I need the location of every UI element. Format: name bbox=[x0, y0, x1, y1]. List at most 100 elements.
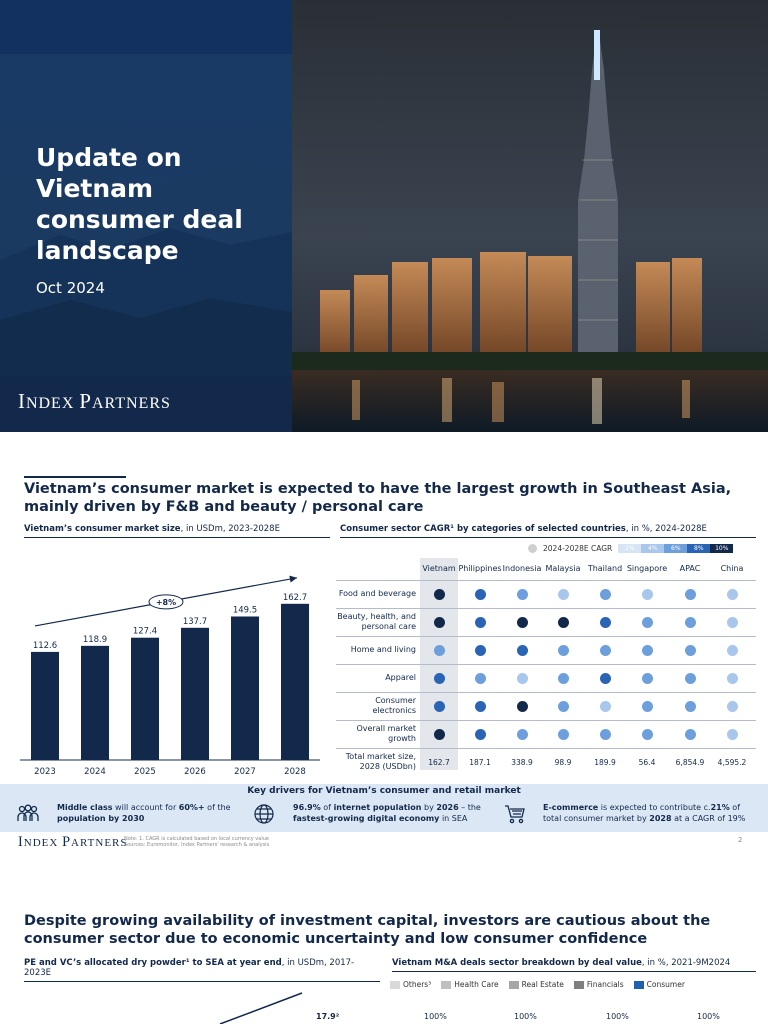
pct-label: 100% bbox=[514, 1012, 537, 1021]
cagr-badge bbox=[148, 594, 184, 610]
cagr-dot bbox=[641, 700, 653, 712]
bar bbox=[81, 645, 109, 760]
slide-title: Vietnam’s consumer market is expected to… bbox=[24, 481, 732, 515]
cagr-dot bbox=[726, 644, 738, 656]
cagr-legend: 2024-2028E CAGR 2% 4% 6% 8% 10% bbox=[528, 544, 734, 553]
cover-title-panel: Update on Vietnam consumer deal landscap… bbox=[0, 0, 292, 432]
legend-swatch bbox=[508, 980, 519, 989]
bar bbox=[131, 637, 159, 760]
driver-ecommerce: E-commerce is expected to contribute c.2… bbox=[543, 803, 746, 823]
total-value: 187.1 bbox=[469, 758, 491, 767]
cagr-dot bbox=[516, 672, 528, 684]
row-divider bbox=[336, 692, 756, 693]
cagr-dot bbox=[433, 700, 445, 712]
total-value: 189.9 bbox=[594, 758, 616, 767]
cagr-dot bbox=[599, 588, 611, 600]
title-accent-line bbox=[24, 476, 126, 478]
cagr-dot bbox=[433, 728, 445, 740]
bar-value-label: 127.4 bbox=[133, 627, 157, 637]
cagr-dot bbox=[516, 644, 528, 656]
key-drivers-title: Key drivers for Vietnam’s consumer and r… bbox=[247, 786, 521, 796]
pct-label: 100% bbox=[606, 1012, 629, 1021]
cagr-dot bbox=[726, 616, 738, 628]
dry-powder-trend-line bbox=[219, 992, 303, 1024]
company-logo: INDEX PARTNERS bbox=[18, 390, 171, 413]
cagr-dot bbox=[641, 728, 653, 740]
cagr-dot bbox=[433, 672, 445, 684]
market-size-bar-chart: 112.6 2023 118.9 2024 127.4 2025 137.7 2026 149.… bbox=[20, 575, 320, 777]
cagr-dot bbox=[516, 616, 528, 628]
cover-title: Update on Vietnam consumer deal landscap… bbox=[36, 143, 243, 265]
market-size-subtitle: Vietnam’s consumer market size, in USDm,… bbox=[24, 524, 330, 538]
sector-legend: Others³ Health Care Real Estate Financials C… bbox=[390, 980, 685, 989]
cagr-dot bbox=[474, 728, 486, 740]
country-header: APAC bbox=[679, 564, 701, 573]
category-label: Home and living bbox=[350, 645, 416, 654]
x-tick-label: 2023 bbox=[34, 767, 56, 777]
cagr-dot bbox=[684, 728, 696, 740]
row-divider bbox=[336, 608, 756, 609]
cagr-dot bbox=[516, 588, 528, 600]
shopping-cart-icon bbox=[505, 805, 525, 824]
cagr-dot bbox=[433, 616, 445, 628]
cagr-dot bbox=[557, 700, 569, 712]
x-tick-label: 2026 bbox=[184, 767, 206, 777]
cagr-dot bbox=[474, 672, 486, 684]
scale-step: 4% bbox=[641, 544, 665, 553]
cagr-dot bbox=[557, 728, 569, 740]
bar bbox=[281, 603, 309, 760]
bar bbox=[31, 651, 59, 760]
cover-top-band bbox=[0, 0, 292, 54]
globe-icon bbox=[254, 804, 274, 824]
x-tick-label: 2027 bbox=[234, 767, 256, 777]
cagr-dot bbox=[641, 644, 653, 656]
cagr-dot bbox=[599, 672, 611, 684]
scale-step: 6% bbox=[664, 544, 688, 553]
cagr-dot bbox=[557, 644, 569, 656]
investment-slide: Despite growing availability of investme… bbox=[0, 896, 768, 1024]
cagr-dot bbox=[684, 588, 696, 600]
legend-label: Others³ bbox=[403, 980, 432, 989]
cagr-dot bbox=[641, 672, 653, 684]
legend-label: Financials bbox=[586, 980, 624, 989]
cagr-subtitle: Consumer sector CAGR¹ by categories of s… bbox=[340, 524, 756, 538]
cagr-dot bbox=[599, 700, 611, 712]
dry-powder-subtitle: PE and VC’s allocated dry powder¹ to SEA… bbox=[24, 958, 380, 982]
cagr-dot bbox=[726, 728, 738, 740]
x-tick-label: 2028 bbox=[284, 767, 306, 777]
pct-label: 100% bbox=[424, 1012, 447, 1021]
bar-value-label: 137.7 bbox=[183, 617, 207, 627]
legend-label: Consumer bbox=[646, 980, 685, 989]
legend-marker bbox=[528, 544, 537, 553]
category-label: Apparel bbox=[385, 673, 416, 682]
bar-value-label: 112.6 bbox=[33, 641, 57, 651]
cagr-dot bbox=[599, 644, 611, 656]
country-header: Singapore bbox=[626, 564, 668, 573]
total-value: 4,595.2 bbox=[717, 758, 747, 767]
country-header: Thailand bbox=[587, 564, 623, 573]
row-divider bbox=[336, 580, 756, 581]
category-label: Beauty, health, and personal care bbox=[337, 612, 416, 631]
cagr-dot bbox=[516, 700, 528, 712]
scale-step: 8% bbox=[687, 544, 711, 553]
cagr-dot bbox=[557, 588, 569, 600]
cagr-dot bbox=[433, 644, 445, 656]
bar-value-label: 149.5 bbox=[233, 605, 257, 615]
bar bbox=[231, 616, 259, 760]
slide-title: Despite growing availability of investme… bbox=[24, 913, 711, 947]
country-header: Philippines bbox=[458, 564, 502, 573]
cagr-dot bbox=[684, 672, 696, 684]
cagr-dot bbox=[726, 588, 738, 600]
cagr-dot bbox=[684, 700, 696, 712]
cagr-dot bbox=[684, 644, 696, 656]
x-tick-label: 2024 bbox=[84, 767, 106, 777]
cagr-dot bbox=[641, 616, 653, 628]
cagr-dot bbox=[599, 616, 611, 628]
cover-slide: Update on Vietnam consumer deal landscap… bbox=[0, 0, 768, 432]
x-tick-label: 2025 bbox=[134, 767, 156, 777]
total-label: Total market size, 2028 (USDbn) bbox=[345, 752, 416, 771]
category-label: Food and beverage bbox=[338, 589, 416, 598]
cover-date: Oct 2024 bbox=[36, 279, 105, 297]
row-divider bbox=[336, 664, 756, 665]
row-divider bbox=[336, 720, 756, 721]
